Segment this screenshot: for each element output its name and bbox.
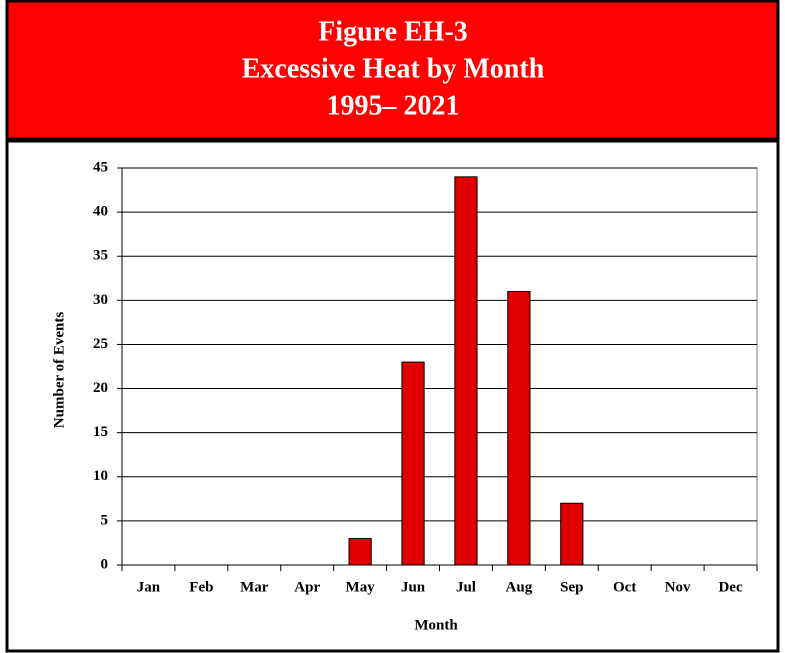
x-tick-label: Feb xyxy=(189,579,213,595)
x-tick-label: May xyxy=(346,579,376,595)
y-axis-label: Number of Events xyxy=(51,312,67,429)
x-tick-label: Nov xyxy=(665,579,691,595)
x-tick-label: Jun xyxy=(401,579,426,595)
x-tick-label: Dec xyxy=(718,579,742,595)
x-axis-label: Month xyxy=(414,617,458,633)
y-tick-label: 40 xyxy=(93,204,108,220)
x-tick-label: Jan xyxy=(137,579,161,595)
bar xyxy=(348,538,372,566)
y-tick-label: 15 xyxy=(93,424,108,440)
bar xyxy=(401,361,425,566)
chart-title: Figure EH-3 xyxy=(318,16,468,47)
x-tick-label: Oct xyxy=(613,579,636,595)
y-tick-label: 30 xyxy=(93,292,108,308)
y-tick-label: 25 xyxy=(93,336,108,352)
y-tick-label: 10 xyxy=(93,468,108,484)
y-tick-label: 20 xyxy=(93,380,108,396)
plot-area xyxy=(121,167,758,566)
chart-title: Excessive Heat by Month xyxy=(242,53,545,84)
chart-title: 1995– 2021 xyxy=(327,90,460,121)
bar xyxy=(454,176,478,566)
bar xyxy=(507,291,531,566)
header xyxy=(5,0,780,142)
x-tick-label: Sep xyxy=(560,579,583,595)
x-tick-label: Aug xyxy=(506,579,533,595)
y-tick-label: 35 xyxy=(93,248,108,264)
y-tick-label: 45 xyxy=(93,159,108,175)
x-tick-label: Jul xyxy=(456,579,476,595)
x-tick-label: Apr xyxy=(294,579,320,595)
y-tick-label: 0 xyxy=(101,556,109,572)
bar xyxy=(560,502,584,566)
y-tick-label: 5 xyxy=(101,512,109,528)
x-tick-label: Mar xyxy=(240,579,269,595)
